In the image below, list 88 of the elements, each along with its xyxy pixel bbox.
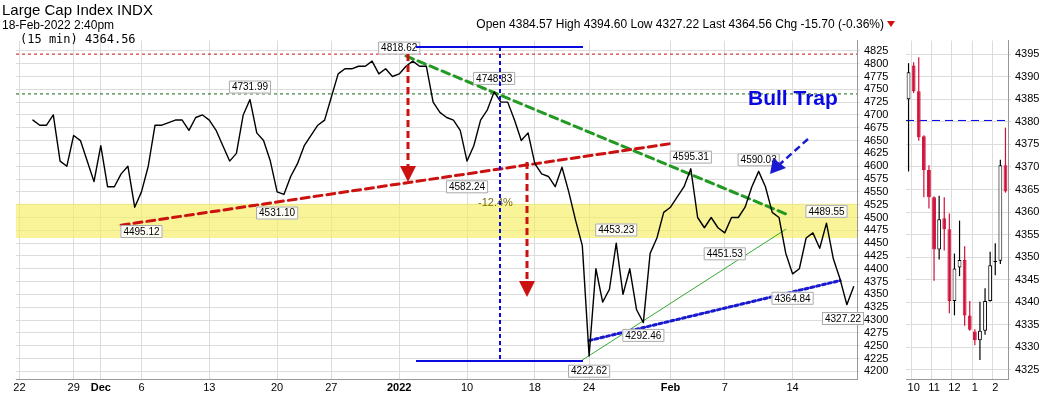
y-tick-label: 4350	[864, 287, 889, 300]
annotation: 4590.03	[740, 154, 778, 166]
annotation: 4582.24	[448, 181, 486, 193]
chart-subtitle: 18-Feb-2022 2:40pm	[2, 18, 115, 32]
annotation: 4818.62	[381, 42, 418, 54]
y-tick-label: 4400	[864, 261, 889, 274]
x-tick-label: 6	[138, 380, 145, 393]
y-tick-label: 4380	[1015, 114, 1040, 127]
candlestick	[978, 301, 982, 361]
annotation: 4364.84	[774, 292, 812, 304]
y-tick-label: 4345	[1015, 272, 1040, 285]
y-tick-label: 4550	[864, 184, 889, 197]
y-tick-label: 4335	[1015, 317, 1040, 330]
annotation: 4531.10	[259, 207, 296, 219]
x-tick-label: 24	[582, 380, 596, 393]
y-tick-label: 4350	[1015, 250, 1040, 263]
y-tick-label: 4500	[864, 210, 889, 223]
y-tick-label: 4340	[1015, 295, 1040, 308]
y-tick-label: 4330	[1015, 340, 1040, 353]
x-tick-label: Feb	[660, 380, 681, 393]
y-tick-label: 4375	[1015, 137, 1040, 150]
x-tick-label: 1	[971, 380, 978, 393]
x-tick-label: 29	[67, 380, 80, 393]
annotation: 4731.99	[231, 81, 269, 93]
x-tick-label: 18	[528, 380, 541, 393]
y-tick-label: 4675	[864, 120, 889, 133]
annotation: 4748.83	[476, 72, 513, 84]
x-tick-label: 13	[203, 380, 216, 393]
y-tick-label: 4650	[864, 133, 889, 146]
candlestick	[932, 195, 936, 282]
x-tick-label: 12	[948, 380, 961, 393]
y-tick-label: 4225	[864, 351, 889, 364]
annotation: Bull Trap	[748, 86, 838, 110]
x-tick-label: 2	[992, 380, 999, 393]
y-tick-label: 4325	[1015, 363, 1040, 376]
annotation: 4595.31	[672, 151, 710, 163]
text: Open 4384.57 High 4394.60 Low 4327.22 Last 4364.56 Chg -15.70 (-0.36%)	[476, 17, 884, 31]
y-tick-label: 4390	[1015, 69, 1040, 82]
y-tick-label: 4425	[864, 248, 889, 261]
y-tick-label: 4375	[864, 274, 889, 287]
annotation: 4292.46	[625, 329, 662, 341]
y-tick-label: 4275	[864, 325, 889, 338]
annotation: 4453.23	[598, 224, 635, 236]
x-tick-label: 22	[13, 380, 26, 393]
y-tick-label: 4575	[864, 172, 889, 185]
annotation: 4451.53	[706, 248, 744, 260]
y-tick-label: 4725	[864, 95, 889, 108]
annotation: (15 min) 4364.56	[20, 32, 136, 46]
x-tick-label: 10	[907, 380, 920, 393]
y-tick-label: 4355	[1015, 227, 1040, 240]
x-tick-label: 10	[460, 380, 474, 393]
x-tick-label: Dec	[90, 380, 111, 393]
y-tick-label: 4385	[1015, 92, 1040, 105]
candlestick	[911, 61, 916, 94]
y-tick-label: 4525	[864, 197, 889, 210]
annotation: 4327.22	[822, 312, 865, 325]
y-tick-label: 4750	[864, 82, 889, 95]
y-tick-label: 4200	[864, 364, 889, 377]
y-tick-label: 4370	[1015, 159, 1040, 172]
y-tick-label: 4360	[1015, 205, 1040, 218]
annotation: 4489.55	[808, 205, 845, 217]
x-tick-label: 27	[325, 380, 338, 393]
y-tick-label: 4700	[864, 107, 889, 120]
y-tick-label: 4450	[864, 236, 889, 249]
x-tick-label: 14	[786, 380, 799, 393]
x-tick-label: 7	[721, 380, 728, 393]
x-tick-label: 11	[928, 380, 940, 393]
y-tick-label: 4365	[1015, 182, 1040, 195]
annotation: 4495.12	[123, 225, 160, 237]
candlestick	[942, 196, 947, 252]
candlestick	[983, 287, 987, 336]
y-tick-label: 4250	[864, 338, 889, 351]
candlestick	[927, 164, 931, 210]
annotation: -12.4%	[478, 196, 513, 208]
y-tick-label: 4625	[864, 146, 889, 159]
y-tick-label: 4600	[864, 159, 889, 172]
y-tick-label: 4395	[1015, 47, 1040, 60]
annotation: 4222.62	[571, 365, 608, 377]
candlestick	[967, 300, 972, 332]
x-tick-label: 2022	[386, 380, 412, 393]
y-tick-label: 4325	[864, 300, 889, 313]
chart-title: Large Cap Index INDX	[2, 1, 153, 18]
x-tick-label: 20	[270, 380, 284, 393]
y-tick-label: 4300	[864, 313, 889, 326]
y-tick-label: 4825	[864, 43, 889, 56]
y-tick-label: 4775	[864, 69, 889, 82]
y-tick-label: 4800	[864, 56, 889, 69]
y-tick-label: 4475	[864, 223, 889, 236]
